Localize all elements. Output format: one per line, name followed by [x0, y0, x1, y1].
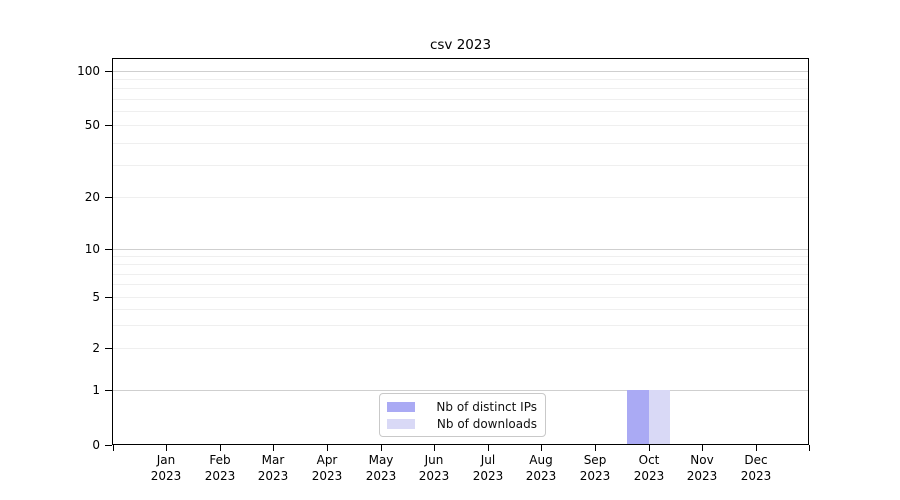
y-tick-100 — [105, 71, 112, 72]
x-tick-month: Dec — [744, 453, 768, 467]
y-tick-label-50: 50 — [84, 118, 100, 132]
chart-title: csv 2023 — [429, 37, 492, 53]
x-tick-jun — [434, 445, 435, 451]
x-tick-label-feb: Feb 2023 — [188, 452, 252, 484]
y-tick-50 — [105, 125, 112, 126]
y-tick-5 — [105, 297, 112, 298]
minor-gridline-y-2 — [112, 348, 809, 349]
minor-gridline-y-4 — [112, 309, 809, 310]
minor-gridline-y-5 — [112, 297, 809, 298]
plot-background — [112, 58, 809, 445]
x-tick-month: Feb — [209, 453, 231, 467]
y-tick-label-10: 10 — [84, 242, 100, 256]
y-tick-0 — [105, 445, 112, 446]
minor-gridline-y-7 — [112, 274, 809, 275]
x-tick-year: 2023 — [150, 469, 182, 483]
y-tick-1 — [105, 390, 112, 391]
minor-gridline-y-3 — [112, 325, 809, 326]
y-tick-label-2: 2 — [92, 341, 100, 355]
gridlines-layer — [112, 58, 809, 445]
major-gridline-y-100 — [112, 71, 809, 72]
minor-gridline-y-70 — [112, 99, 809, 100]
y-tick-label-20: 20 — [84, 190, 100, 204]
x-tick-label-jul: Jul 2023 — [456, 452, 520, 484]
x-tick-label-nov: Nov 2023 — [670, 452, 734, 484]
x-tick-year: 2023 — [365, 469, 397, 483]
major-gridline-y-1 — [112, 390, 809, 391]
x-tick-label-oct: Oct 2023 — [617, 452, 681, 484]
x-tick-label-mar: Mar 2023 — [241, 452, 305, 484]
x-tick-year: 2023 — [311, 469, 343, 483]
minor-gridline-y-6 — [112, 284, 809, 285]
x-tick-right-edge — [809, 445, 810, 451]
minor-gridline-y-30 — [112, 165, 809, 166]
minor-gridline-y-60 — [112, 111, 809, 112]
x-tick-year: 2023 — [740, 469, 772, 483]
legend-label-downloads: Nb of downloads — [436, 416, 537, 431]
bar-nb-of-distinct-ips-oct — [627, 390, 649, 445]
x-tick-mar — [273, 445, 274, 451]
x-tick-year: 2023 — [257, 469, 289, 483]
x-tick-apr — [327, 445, 328, 451]
minor-gridline-y-80 — [112, 88, 809, 89]
x-tick-nov — [702, 445, 703, 451]
x-tick-sep — [595, 445, 596, 451]
bar-nb-of-downloads-oct — [648, 390, 671, 445]
x-tick-label-may: May 2023 — [349, 452, 413, 484]
x-tick-month: May — [368, 453, 394, 467]
x-tick-left-edge — [113, 445, 114, 451]
x-tick-year: 2023 — [579, 469, 611, 483]
x-tick-month: Jan — [156, 453, 176, 467]
y-tick-label-0: 0 — [92, 438, 100, 452]
x-tick-year: 2023 — [204, 469, 236, 483]
legend: Nb of distinct IPs Nb of downloads — [379, 393, 546, 437]
x-tick-year: 2023 — [472, 469, 504, 483]
x-tick-month: Jul — [480, 453, 496, 467]
x-tick-aug — [541, 445, 542, 451]
x-tick-may — [381, 445, 382, 451]
legend-item-downloads: Nb of downloads — [387, 415, 537, 432]
x-tick-year: 2023 — [418, 469, 450, 483]
x-tick-feb — [220, 445, 221, 451]
x-tick-month: Nov — [690, 453, 714, 467]
y-tick-2 — [105, 348, 112, 349]
minor-gridline-y-50 — [112, 125, 809, 126]
x-tick-jul — [488, 445, 489, 451]
x-tick-label-jan: Jan 2023 — [134, 452, 198, 484]
x-tick-label-jun: Jun 2023 — [402, 452, 466, 484]
y-tick-10 — [105, 249, 112, 250]
x-tick-dec — [756, 445, 757, 451]
y-tick-20 — [105, 197, 112, 198]
x-tick-year: 2023 — [633, 469, 665, 483]
minor-gridline-y-8 — [112, 264, 809, 265]
minor-gridline-y-9 — [112, 256, 809, 257]
x-tick-label-dec: Dec 2023 — [724, 452, 788, 484]
legend-swatch-downloads — [387, 418, 415, 429]
x-tick-year: 2023 — [686, 469, 718, 483]
x-tick-oct — [649, 445, 650, 451]
x-tick-month: Sep — [583, 453, 607, 467]
x-tick-year: 2023 — [525, 469, 557, 483]
x-tick-jan — [166, 445, 167, 451]
x-tick-month: Oct — [638, 453, 660, 467]
y-tick-label-100: 100 — [77, 64, 100, 78]
x-tick-label-apr: Apr 2023 — [295, 452, 359, 484]
legend-item-distinct-ips: Nb of distinct IPs — [387, 398, 537, 415]
x-tick-month: Apr — [316, 453, 338, 467]
bars-layer — [112, 58, 809, 445]
minor-gridline-y-40 — [112, 143, 809, 144]
y-tick-label-5: 5 — [92, 290, 100, 304]
minor-gridline-y-20 — [112, 197, 809, 198]
x-tick-month: Aug — [529, 453, 553, 467]
legend-label-distinct-ips: Nb of distinct IPs — [436, 399, 537, 414]
y-tick-label-1: 1 — [92, 383, 100, 397]
x-tick-label-aug: Aug 2023 — [509, 452, 573, 484]
x-tick-month: Jun — [424, 453, 444, 467]
x-tick-label-sep: Sep 2023 — [563, 452, 627, 484]
legend-swatch-distinct-ips — [387, 401, 415, 412]
major-gridline-y-10 — [112, 249, 809, 250]
minor-gridline-y-90 — [112, 79, 809, 80]
x-tick-month: Mar — [261, 453, 285, 467]
